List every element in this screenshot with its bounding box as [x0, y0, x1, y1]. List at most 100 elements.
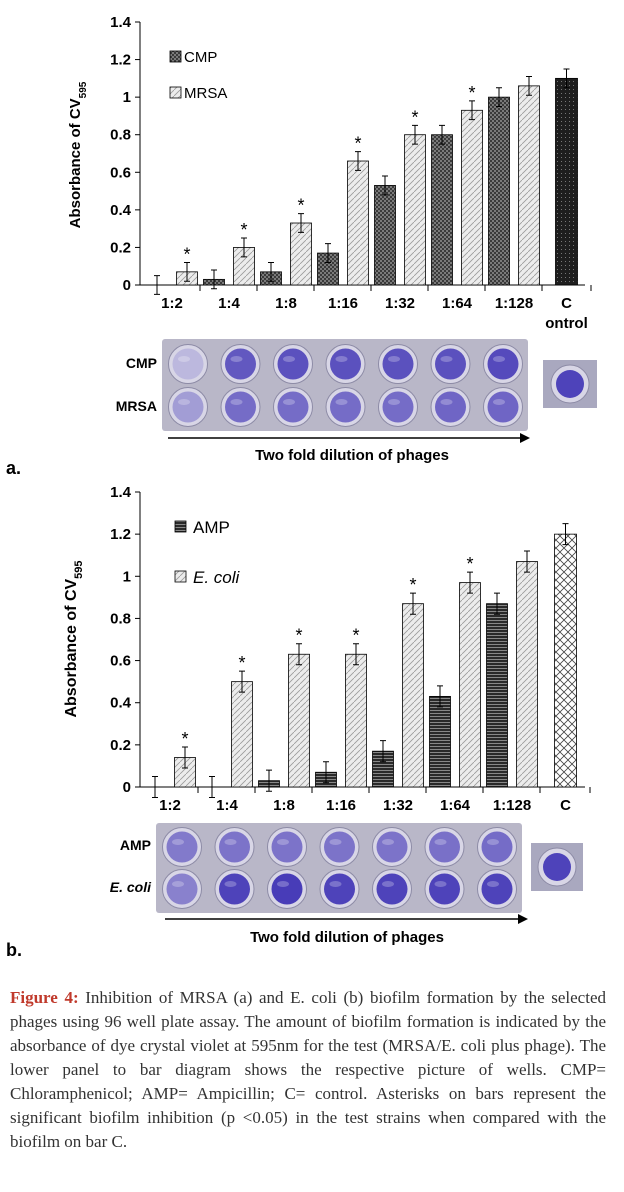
- well: [435, 391, 466, 423]
- plate-row-label-amp: AMP: [120, 837, 151, 853]
- well: [435, 348, 466, 380]
- well: [487, 391, 519, 423]
- significance-star: *: [411, 107, 418, 127]
- significance-star: *: [354, 134, 361, 154]
- well: [481, 873, 513, 905]
- error-bar: [182, 746, 188, 769]
- error-bar: [211, 269, 217, 290]
- significance-star: *: [409, 575, 416, 595]
- control-well: [543, 853, 571, 881]
- well: [330, 348, 361, 380]
- plate-row-label-ecoli: E. coli: [110, 879, 152, 895]
- bar-treated: [374, 185, 396, 286]
- x-category-label: C: [560, 797, 571, 814]
- y-tick-label: 0.2: [110, 239, 131, 256]
- well: [487, 348, 519, 380]
- error-bar: [152, 775, 158, 799]
- y-tick-label: 1: [123, 568, 131, 585]
- well-highlight: [230, 356, 243, 362]
- bar-untreated: [461, 109, 483, 286]
- error-bar: [469, 100, 475, 121]
- well-highlight: [283, 399, 295, 405]
- well-highlight: [493, 356, 505, 362]
- x-category-label: 1:8: [273, 797, 295, 814]
- legend-label-ecoli: E. coli: [193, 568, 241, 587]
- well: [225, 391, 256, 423]
- error-bar: [467, 571, 473, 594]
- legend-label-cmp: CMP: [184, 49, 217, 66]
- significance-star: *: [181, 729, 188, 749]
- x-category-label: 1:64: [442, 295, 473, 312]
- well-highlight: [172, 881, 184, 887]
- legend-swatch-amp: [174, 520, 187, 533]
- x-category-label: 1:16: [326, 797, 356, 814]
- well: [172, 348, 204, 380]
- well: [277, 348, 309, 380]
- significance-star: *: [240, 220, 247, 240]
- x-category-label: 1:4: [216, 797, 238, 814]
- well: [219, 873, 250, 905]
- error-bar: [412, 124, 418, 145]
- y-tick-label: 0.4: [110, 202, 132, 219]
- dilution-arrowhead: [518, 914, 528, 924]
- error-bar: [154, 275, 160, 295]
- x-category-label: 1:128: [495, 295, 533, 312]
- caption-lead: Figure 4:: [10, 988, 79, 1007]
- dilution-arrowhead: [520, 433, 530, 443]
- y-tick-label: 0.8: [110, 610, 131, 627]
- well: [219, 831, 250, 863]
- well-highlight: [388, 356, 400, 362]
- well: [429, 831, 460, 863]
- legend-label-mrsa: MRSA: [184, 85, 227, 102]
- error-bar: [524, 550, 530, 573]
- well-highlight: [224, 839, 237, 845]
- well-highlight: [283, 356, 295, 362]
- well-highlight: [224, 881, 237, 887]
- well: [330, 391, 361, 423]
- y-tick-label: 0: [123, 779, 131, 796]
- x-category-label: 1:128: [493, 797, 531, 814]
- bar-untreated: [404, 134, 426, 286]
- well: [166, 873, 198, 905]
- x-category-label: 1:2: [161, 295, 183, 312]
- well-highlight: [178, 399, 190, 405]
- well: [481, 831, 513, 863]
- figure-caption: Figure 4: Inhibition of MRSA (a) and E. …: [10, 986, 606, 1154]
- legend-swatch-mrsa: [169, 86, 182, 99]
- y-tick-label: 0.2: [110, 737, 131, 754]
- well: [172, 391, 204, 423]
- bar-untreated: [402, 603, 424, 788]
- panel-b-letter: b.: [6, 940, 22, 960]
- error-bar: [266, 769, 272, 792]
- y-tick-label: 0.6: [110, 653, 131, 670]
- well-highlight: [382, 839, 394, 845]
- x-category-label: 1:32: [385, 295, 415, 312]
- error-bar: [353, 643, 359, 666]
- significance-star: *: [466, 554, 473, 574]
- well-highlight: [434, 839, 447, 845]
- plate-row-label-mrsa: MRSA: [116, 398, 157, 414]
- chart-b: 0 0.2 0.4 0.6 0.8 1 1.2 1.4 * * * * * * 1:2 1:4 1:8 1:1…: [63, 484, 591, 814]
- well-plate-a: CMP MRSA Two fold dilution of phages a.: [6, 339, 597, 478]
- error-bar: [439, 124, 445, 145]
- bar-treated: [431, 134, 453, 286]
- error-bar: [296, 643, 302, 666]
- bar-untreated: [288, 653, 310, 788]
- error-bar: [380, 740, 386, 763]
- caption-text: Inhibition of MRSA (a) and E. coli (b) b…: [10, 988, 606, 1151]
- well: [429, 873, 460, 905]
- error-bar: [496, 87, 502, 108]
- well: [166, 831, 198, 863]
- y-tick-label: 1.4: [110, 14, 132, 31]
- well-highlight: [493, 399, 505, 405]
- panel-a-letter: a.: [6, 458, 21, 478]
- well-highlight: [329, 881, 342, 887]
- well-highlight: [382, 881, 394, 887]
- x-category-label: 1:16: [328, 295, 358, 312]
- error-bar: [325, 243, 331, 263]
- well: [376, 831, 408, 863]
- significance-star: *: [468, 83, 475, 103]
- well: [225, 348, 256, 380]
- error-bar: [410, 592, 416, 615]
